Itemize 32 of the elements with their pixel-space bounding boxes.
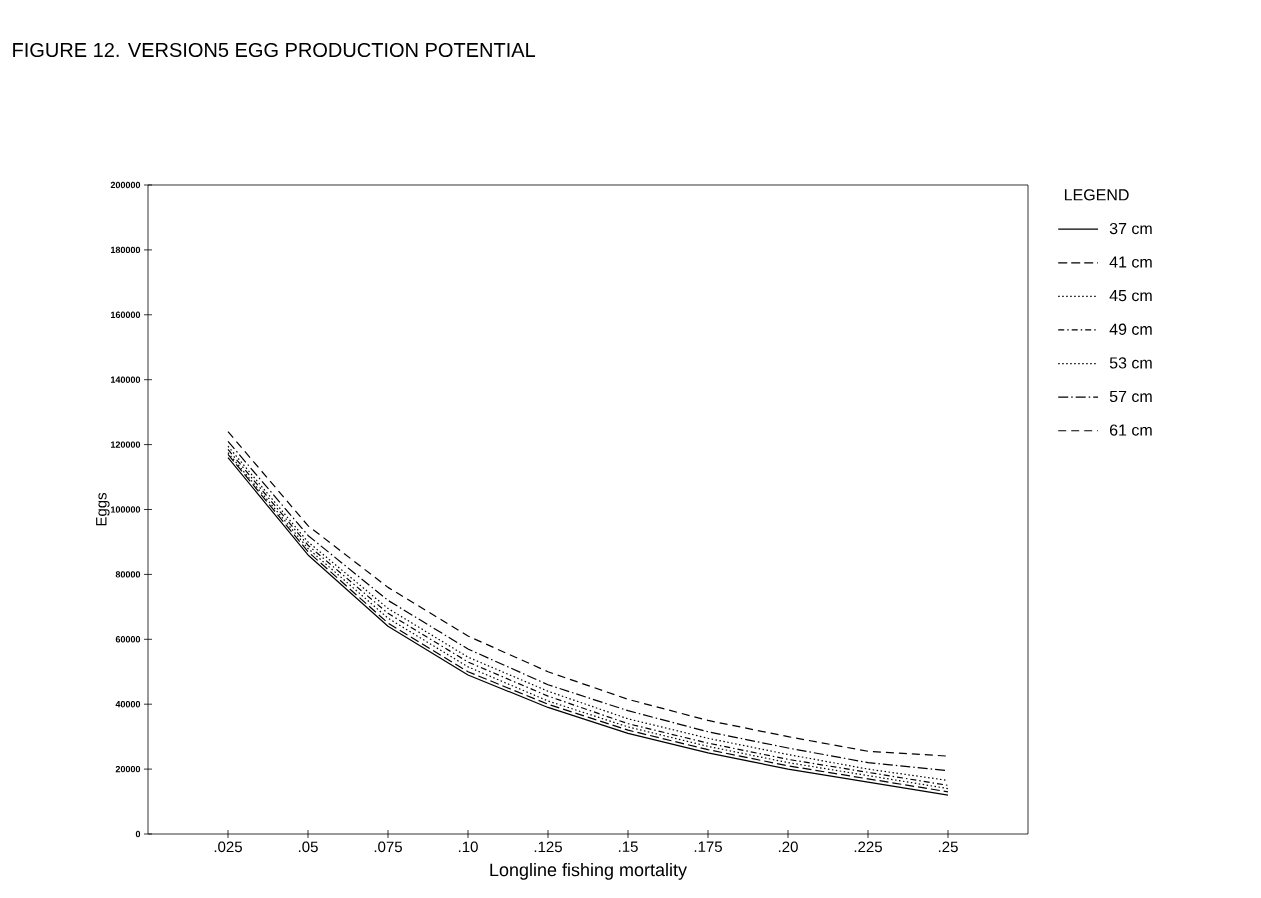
legend-label: 45 cm bbox=[1109, 290, 1152, 302]
x-tick-label: .175 bbox=[694, 841, 722, 852]
y-tick-label: 60000 bbox=[115, 636, 141, 643]
y-tick-label: 80000 bbox=[115, 571, 141, 578]
y-tick-label: 100000 bbox=[111, 506, 141, 513]
x-tick-label: .225 bbox=[854, 841, 882, 853]
x-tick-label: .025 bbox=[214, 841, 242, 853]
y-tick-label: 20000 bbox=[115, 765, 141, 773]
x-tick-label: .075 bbox=[374, 841, 402, 853]
y-axis-title: Eggs bbox=[96, 492, 110, 526]
legend-label: 37 cm bbox=[1109, 222, 1152, 235]
x-tick-label: .20 bbox=[778, 841, 798, 853]
x-tick-label: .15 bbox=[618, 841, 638, 852]
y-tick-label: 0 bbox=[135, 830, 141, 838]
y-tick-label: 120000 bbox=[111, 441, 141, 448]
y-tick-label: 40000 bbox=[115, 701, 141, 708]
chart-title: FIGURE 12. VERSION5 EGG PRODUCTION POTENTIAL bbox=[13, 42, 536, 58]
legend-label: 61 cm bbox=[1109, 424, 1152, 436]
legend-label: 57 cm bbox=[1109, 390, 1152, 403]
y-tick-label: 140000 bbox=[111, 376, 141, 383]
y-tick-label: 200000 bbox=[110, 181, 141, 189]
y-tick-label: 180000 bbox=[111, 246, 141, 254]
legend-label: 41 cm bbox=[1109, 256, 1152, 268]
x-tick-label: .05 bbox=[298, 841, 318, 853]
x-axis-title: Longline fishing mortality bbox=[490, 863, 687, 880]
y-tick-label: 160000 bbox=[111, 311, 141, 318]
x-tick-label: .10 bbox=[458, 841, 478, 853]
legend-title: LEGEND bbox=[1064, 189, 1129, 201]
x-tick-label: .125 bbox=[534, 841, 562, 853]
legend-label: 53 cm bbox=[1109, 357, 1152, 369]
x-tick-label: .25 bbox=[938, 841, 958, 853]
legend-label: 49 cm bbox=[1109, 323, 1152, 335]
